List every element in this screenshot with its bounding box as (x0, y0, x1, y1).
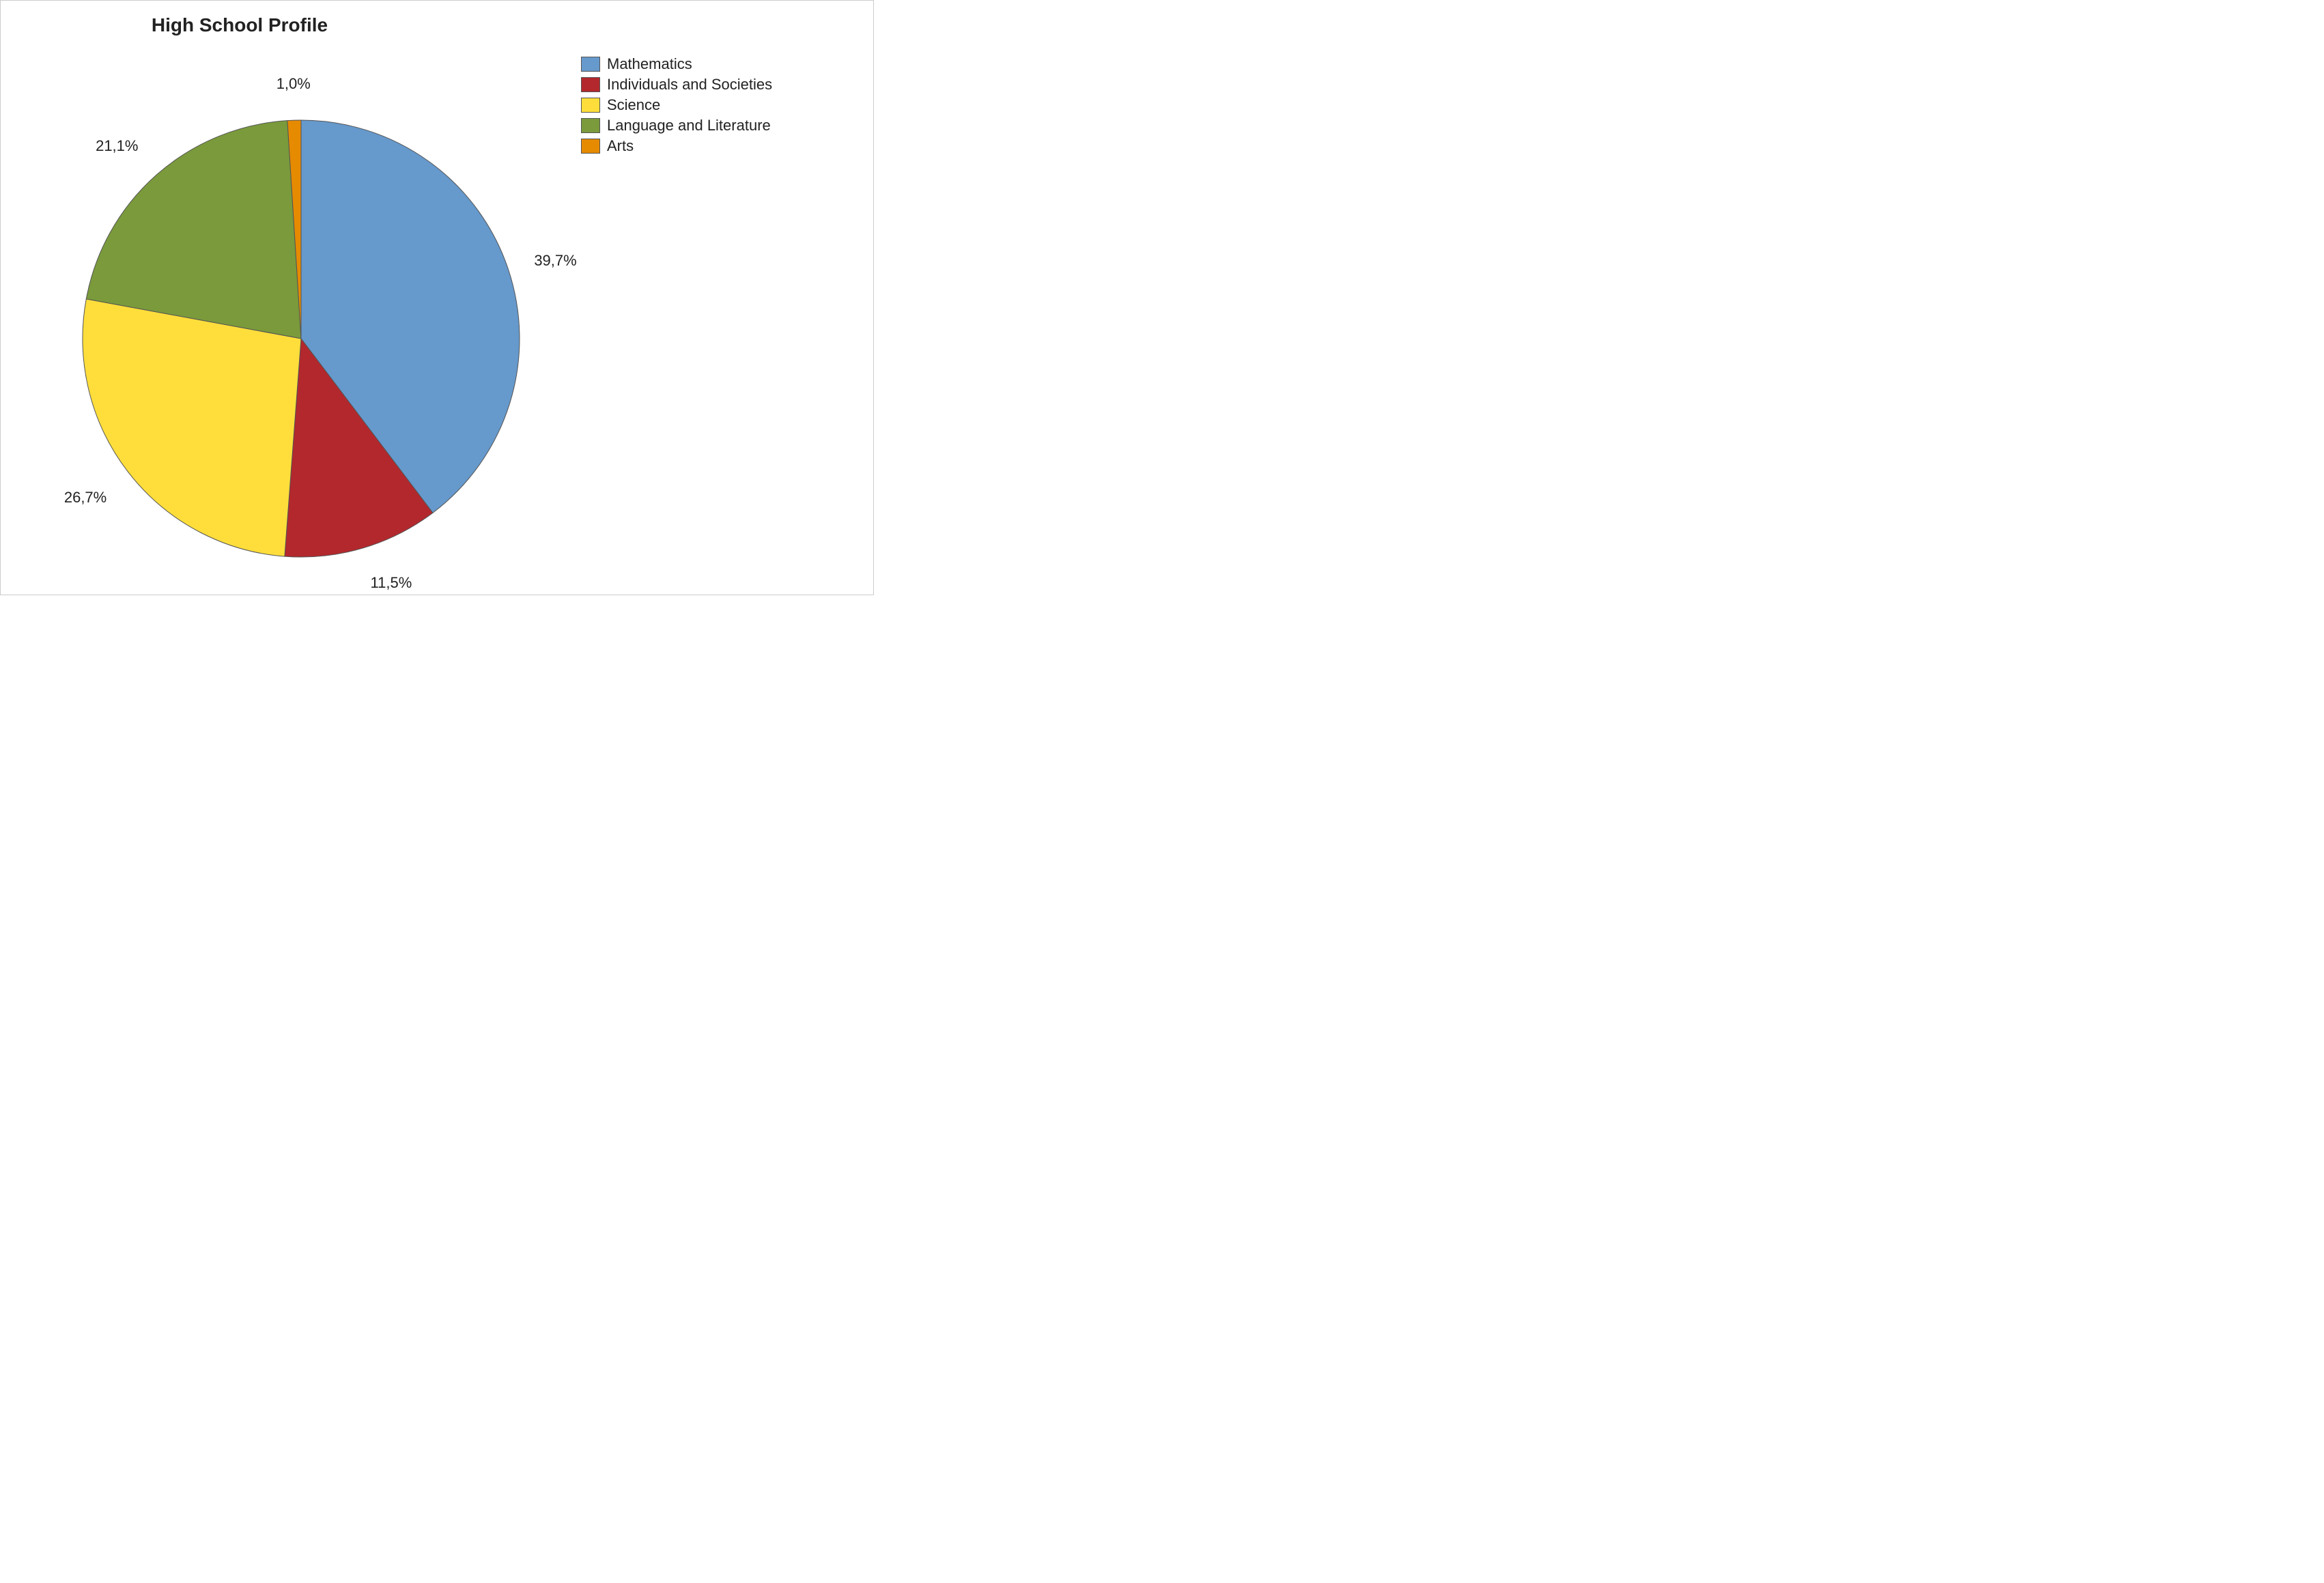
slice-label: 39,7% (534, 252, 576, 270)
legend-item: Individuals and Societies (581, 76, 772, 94)
legend-item: Language and Literature (581, 117, 772, 134)
pie-slice (83, 299, 301, 556)
legend: Mathematics Individuals and Societies Scie… (581, 55, 772, 158)
legend-label: Individuals and Societies (607, 76, 772, 94)
legend-item: Mathematics (581, 55, 772, 73)
legend-label: Language and Literature (607, 117, 771, 134)
legend-swatch (581, 98, 600, 113)
legend-swatch (581, 139, 600, 154)
legend-label: Mathematics (607, 55, 692, 73)
slice-label: 1,0% (277, 75, 311, 93)
legend-label: Science (607, 96, 660, 114)
legend-swatch (581, 118, 600, 133)
legend-item: Science (581, 96, 772, 114)
legend-item: Arts (581, 137, 772, 155)
legend-swatch (581, 57, 600, 72)
slice-label: 21,1% (96, 137, 138, 155)
slice-label: 26,7% (64, 489, 107, 507)
chart-container: High School Profile Mathematics Individua… (0, 0, 874, 595)
legend-swatch (581, 77, 600, 92)
slice-label: 11,5% (371, 574, 412, 592)
chart-title: High School Profile (1, 14, 479, 36)
legend-label: Arts (607, 137, 634, 155)
